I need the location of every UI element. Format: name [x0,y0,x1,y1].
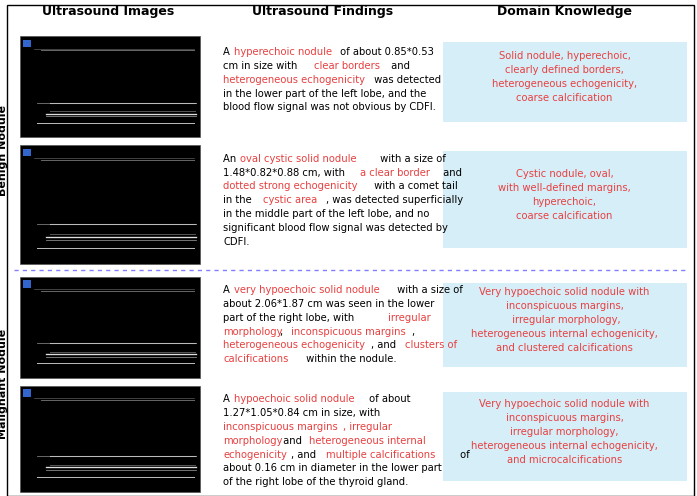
Text: Ultrasound Findings: Ultrasound Findings [252,4,393,18]
Text: ,: , [280,326,286,337]
Text: of: of [457,449,470,459]
Text: Domain Knowledge: Domain Knowledge [497,4,632,18]
Text: morphology: morphology [223,326,282,337]
Text: oval cystic solid nodule: oval cystic solid nodule [240,154,357,164]
Text: , and: , and [372,340,399,350]
Text: CDFI.: CDFI. [223,237,250,247]
Text: inconspicuous margins: inconspicuous margins [291,326,406,337]
Text: Benign Nodule: Benign Nodule [0,105,8,195]
Text: , irregular: , irregular [343,422,392,432]
Bar [23,280,31,288]
Text: , and: , and [291,449,320,459]
Text: cystic area: cystic area [263,195,317,205]
Text: a clear border: a clear border [360,168,430,178]
Text: ,: , [411,326,414,337]
Text: in the middle part of the left lobe, and no: in the middle part of the left lobe, and… [223,209,429,219]
Text: A: A [223,285,233,295]
FancyBboxPatch shape [443,392,687,481]
Text: with a size of: with a size of [394,285,463,295]
Text: within the nodule.: within the nodule. [302,354,397,364]
Text: A: A [223,47,233,57]
Text: heterogeneous internal: heterogeneous internal [309,435,425,446]
Text: heterogeneous echogenicity: heterogeneous echogenicity [223,340,365,350]
FancyBboxPatch shape [20,386,200,492]
Text: about 0.16 cm in diameter in the lower part: about 0.16 cm in diameter in the lower p… [223,463,442,473]
FancyBboxPatch shape [443,283,687,367]
Text: 1.48*0.82*0.88 cm, with: 1.48*0.82*0.88 cm, with [223,168,348,178]
Text: with a size of: with a size of [377,154,446,164]
Text: morphology: morphology [223,435,282,446]
Text: clusters of: clusters of [406,340,457,350]
Text: of the right lobe of the thyroid gland.: of the right lobe of the thyroid gland. [223,477,408,487]
Text: clear borders: clear borders [314,61,381,71]
Text: hypoechoic solid nodule: hypoechoic solid nodule [234,394,355,404]
Text: Solid nodule, hyperechoic,
clearly defined borders,
heterogeneous echogenicity,
: Solid nodule, hyperechoic, clearly defin… [492,51,637,103]
Text: Cystic nodule, oval,
with well-defined margins,
hyperechoic,
coarse calcificatio: Cystic nodule, oval, with well-defined m… [498,169,631,221]
Text: calcifications: calcifications [223,354,289,364]
Text: Ultrasound Images: Ultrasound Images [42,4,174,18]
FancyBboxPatch shape [20,145,200,264]
Text: dotted strong echogenicity: dotted strong echogenicity [223,182,358,191]
Text: with a comet tail: with a comet tail [372,182,458,191]
Text: Malignant Nodule: Malignant Nodule [0,329,8,439]
Text: part of the right lobe, with: part of the right lobe, with [223,313,358,323]
Text: and: and [388,61,411,71]
Bar [23,389,31,397]
FancyBboxPatch shape [20,36,200,137]
Text: hyperechoic nodule: hyperechoic nodule [234,47,332,57]
Text: heterogeneous echogenicity: heterogeneous echogenicity [223,75,365,85]
Text: inconspicuous margins: inconspicuous margins [223,422,338,432]
Text: of about 0.85*0.53: of about 0.85*0.53 [337,47,434,57]
Text: blood flow signal was not obvious by CDFI.: blood flow signal was not obvious by CDF… [223,102,436,112]
Text: of about: of about [365,394,410,404]
Text: Very hypoechoic solid nodule with
inconspicuous margins,
irregular morphology,
h: Very hypoechoic solid nodule with incons… [471,398,658,465]
Text: irregular: irregular [388,313,431,323]
Bar [23,149,31,156]
Text: in the lower part of the left lobe, and the: in the lower part of the left lobe, and … [223,88,427,99]
Text: A: A [223,394,233,404]
Text: 1.27*1.05*0.84 cm in size, with: 1.27*1.05*0.84 cm in size, with [223,408,381,418]
Text: , was detected superficially: , was detected superficially [325,195,463,205]
FancyBboxPatch shape [443,151,687,248]
Text: echogenicity: echogenicity [223,449,287,459]
Text: about 2.06*1.87 cm was seen in the lower: about 2.06*1.87 cm was seen in the lower [223,299,434,309]
Text: significant blood flow signal was detected by: significant blood flow signal was detect… [223,223,448,233]
Text: cm in size with: cm in size with [223,61,300,71]
Text: An: An [223,154,239,164]
Text: and: and [440,168,461,178]
FancyBboxPatch shape [20,277,200,378]
Text: and: and [280,435,305,446]
Text: in the: in the [223,195,255,205]
Text: multiple calcifications: multiple calcifications [325,449,435,459]
Text: very hypoechoic solid nodule: very hypoechoic solid nodule [234,285,380,295]
Text: was detected: was detected [372,75,441,85]
Text: Very hypoechoic solid nodule with
inconspicuous margins,
 irregular morphology,
: Very hypoechoic solid nodule with incons… [471,287,658,353]
Bar [23,40,31,47]
FancyBboxPatch shape [443,42,687,122]
